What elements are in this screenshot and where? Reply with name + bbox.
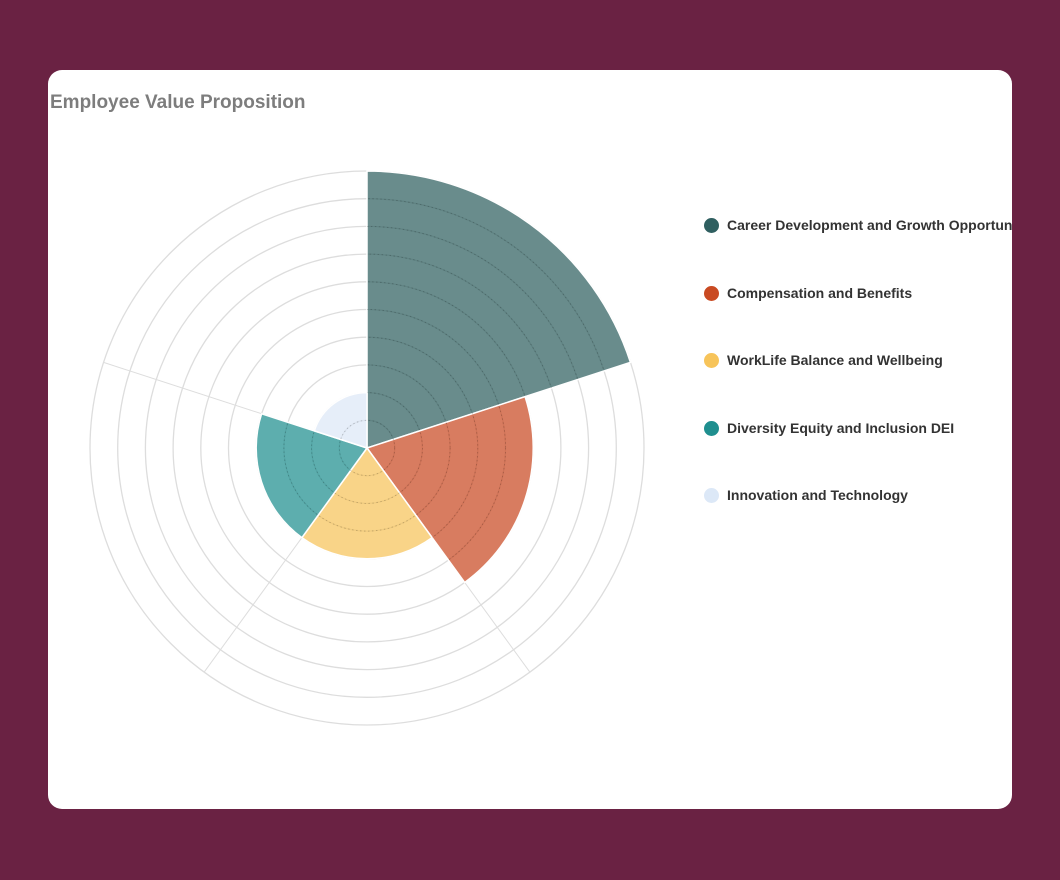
- slice-2[interactable]: [365, 395, 534, 584]
- legend-label: Diversity Equity and Inclusion DEI: [727, 419, 955, 436]
- legend-label: Innovation and Technology: [727, 487, 908, 504]
- legend-item[interactable]: Career Development and Growth Opportunit…: [704, 215, 1012, 283]
- legend-swatch: [704, 353, 719, 369]
- legend-swatch: [704, 420, 719, 436]
- legend-swatch: [704, 285, 719, 301]
- legend-swatch: [704, 218, 719, 233]
- legend-label: WorkLife Balance and Wellbeing: [727, 352, 943, 369]
- slice-1[interactable]: [366, 170, 632, 450]
- legend-label: Compensation and Benefits: [727, 284, 913, 301]
- slice-inner-gridline: [367, 396, 479, 560]
- slice-4[interactable]: [255, 412, 369, 539]
- legend-item[interactable]: Compensation and Benefits: [704, 283, 1012, 351]
- slice-inner-gridline: [367, 419, 396, 477]
- slice-inner-gridline: [367, 396, 506, 583]
- slice-inner-gridline: [367, 396, 423, 504]
- chart-card: Employee Value Proposition Career Develo…: [48, 70, 1012, 809]
- inner-grid: [283, 198, 617, 583]
- slice-inner-gridline: [283, 413, 367, 532]
- slice-5[interactable]: [313, 391, 368, 450]
- polar-area-chart: [89, 170, 645, 726]
- slice-inner-gridline: [367, 392, 423, 448]
- legend-label: Career Development and Growth Opportunit…: [727, 217, 1012, 233]
- chart-legend: Career Development and Growth Opportunit…: [704, 215, 1012, 553]
- legend-item[interactable]: Innovation and Technology: [704, 485, 1012, 553]
- chart-title: Employee Value Proposition: [50, 92, 306, 113]
- chart-slices: [255, 170, 632, 584]
- legend-item[interactable]: WorkLife Balance and Wellbeing: [704, 350, 1012, 418]
- legend-item[interactable]: Diversity Equity and Inclusion DEI: [704, 418, 1012, 486]
- legend-swatch: [704, 488, 719, 504]
- slice-3[interactable]: [300, 446, 434, 560]
- slice-inner-gridline: [367, 396, 451, 532]
